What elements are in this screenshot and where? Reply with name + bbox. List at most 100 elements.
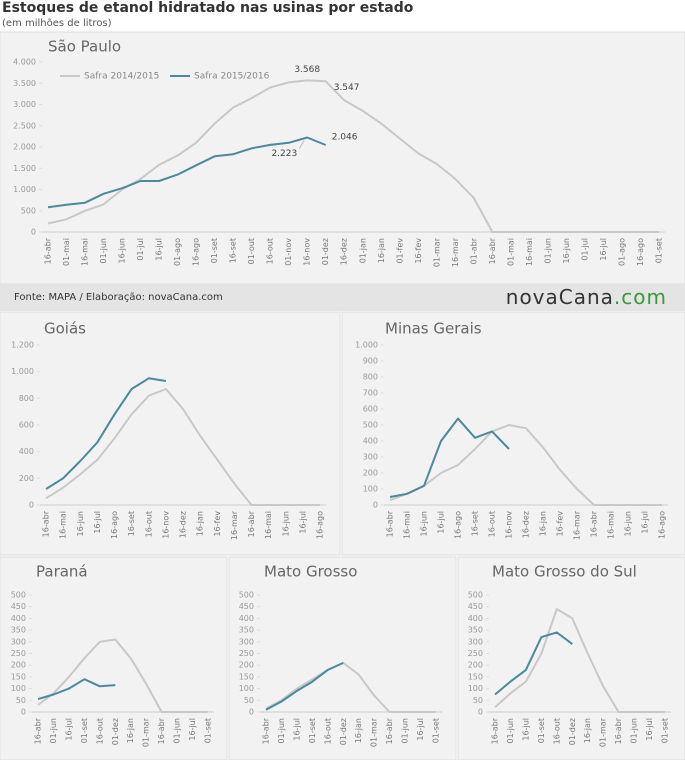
y-tick-label: 500 — [468, 591, 483, 600]
x-tick-label: 16-abr — [157, 717, 166, 744]
x-tick-label: 16-jul — [599, 238, 608, 261]
series-line — [47, 79, 659, 233]
x-tick-label: 16-jun — [281, 511, 290, 536]
x-tick-label: 01-dez — [321, 238, 330, 265]
y-tick-label: 2.500 — [13, 121, 36, 130]
series-line — [389, 424, 662, 506]
x-tick-label: 16-jul — [298, 511, 307, 534]
x-tick-label: 16-ago — [316, 511, 325, 539]
page-subtitle: (em milhões de litros) — [2, 18, 112, 29]
series-line — [45, 377, 167, 490]
x-tick-label: 16-out — [144, 511, 153, 537]
y-tick-label: 350 — [11, 626, 26, 635]
x-tick-label: 16-set — [471, 511, 480, 536]
x-tick-label: 16-abr — [491, 717, 500, 744]
series-line — [494, 608, 665, 713]
panel — [0, 556, 228, 761]
y-tick-label: 2.000 — [13, 143, 36, 152]
data-label: 2.223 — [271, 149, 297, 159]
x-tick-label: 01-nov — [284, 238, 293, 266]
x-tick-label: 01-mar — [142, 717, 151, 747]
logo-domain: .com — [614, 285, 667, 309]
y-tick-label: 300 — [363, 453, 378, 462]
x-tick-label: 16-mai — [59, 511, 68, 539]
x-tick-label: 16-jul — [645, 718, 654, 741]
x-tick-label: 16-jul — [155, 238, 164, 261]
series-line — [494, 631, 573, 696]
legend-label: Safra 2015/2016 — [194, 72, 270, 82]
x-tick-label: 16-out — [323, 718, 332, 744]
y-tick-label: 200 — [11, 661, 26, 670]
x-tick-label: 16-jul — [292, 718, 301, 741]
series-line — [47, 136, 327, 209]
x-tick-label: 16-ago — [110, 511, 119, 539]
x-tick-label: 16-jul — [521, 718, 530, 741]
x-tick-label: 01-set — [661, 718, 670, 743]
y-tick-label: 200 — [363, 469, 378, 478]
x-tick-label: 16-out — [266, 238, 275, 264]
data-label: 2.046 — [332, 133, 358, 143]
y-tick-label: 350 — [239, 626, 254, 635]
x-tick-label: 16-jul — [64, 718, 73, 741]
x-tick-label: 16-jun — [562, 238, 571, 263]
x-tick-label: 16-abr — [590, 510, 599, 537]
chart-title: Mato Grosso do Sul — [492, 563, 637, 581]
x-tick-label: 16-abr — [44, 237, 53, 264]
x-tick-label: 16-abr — [386, 510, 395, 537]
x-tick-label: 01-jun — [630, 718, 639, 743]
y-tick-label: 350 — [468, 626, 483, 635]
x-tick-label: 16-nov — [161, 511, 170, 539]
x-tick-label: 16-jan — [539, 511, 548, 536]
panel — [0, 311, 341, 556]
panel — [457, 556, 685, 761]
y-tick-label: 3.000 — [13, 100, 36, 109]
legend-label: Safra 2014/2015 — [84, 72, 159, 82]
chart-title: Paraná — [36, 563, 88, 581]
x-tick-label: 01-set — [80, 718, 89, 743]
x-tick-label: 01-dez — [111, 718, 120, 745]
x-tick-label: 01-jun — [506, 718, 515, 743]
x-tick-label: 16-jul — [416, 718, 425, 741]
y-tick-label: 50 — [16, 696, 26, 705]
y-tick-label: 150 — [11, 672, 26, 681]
y-tick-label: 250 — [468, 649, 483, 658]
y-tick-label: 150 — [239, 672, 254, 681]
x-tick-label: 16-abr — [614, 717, 623, 744]
x-tick-label: 16-abr — [34, 717, 43, 744]
y-tick-label: 100 — [468, 684, 483, 693]
y-tick-label: 0 — [249, 708, 254, 717]
x-tick-label: 16-mai — [607, 511, 616, 539]
x-tick-label: 16-jun — [624, 511, 633, 536]
y-tick-label: 400 — [19, 447, 34, 456]
y-tick-label: 200 — [19, 474, 34, 483]
y-tick-label: 400 — [239, 614, 254, 623]
y-tick-label: 600 — [19, 421, 34, 430]
data-label: 3.568 — [294, 65, 320, 75]
y-tick-label: 500 — [21, 206, 36, 215]
x-tick-label: 16-jan — [126, 718, 135, 743]
x-tick-label: 01-jun — [401, 718, 410, 743]
y-tick-label: 1.500 — [13, 164, 36, 173]
x-tick-label: 01-set — [432, 718, 441, 743]
x-tick-label: 01-jul — [136, 238, 145, 261]
y-tick-label: 800 — [19, 394, 34, 403]
panel — [0, 31, 685, 285]
y-tick-label: 250 — [11, 649, 26, 658]
y-tick-label: 0 — [373, 501, 378, 510]
y-tick-label: 4.000 — [13, 58, 36, 67]
x-tick-label: 01-fev — [395, 238, 404, 264]
y-tick-label: 500 — [239, 591, 254, 600]
logo: novaCana.com — [506, 285, 667, 309]
series-line — [37, 638, 208, 713]
y-tick-label: 900 — [363, 357, 378, 366]
x-tick-label: 16-set — [127, 511, 136, 536]
y-tick-label: 3.500 — [13, 79, 36, 88]
x-tick-label: 01-set — [537, 718, 546, 743]
source: Fonte: MAPA / Elaboração: novaCana.com — [14, 292, 223, 303]
x-tick-label: 01-dez — [568, 718, 577, 745]
x-tick-label: 01-set — [655, 238, 664, 263]
y-tick-label: 1.200 — [11, 341, 34, 350]
y-tick-label: 200 — [239, 661, 254, 670]
x-tick-label: 16-abr — [247, 510, 256, 537]
y-tick-label: 1.000 — [13, 185, 36, 194]
